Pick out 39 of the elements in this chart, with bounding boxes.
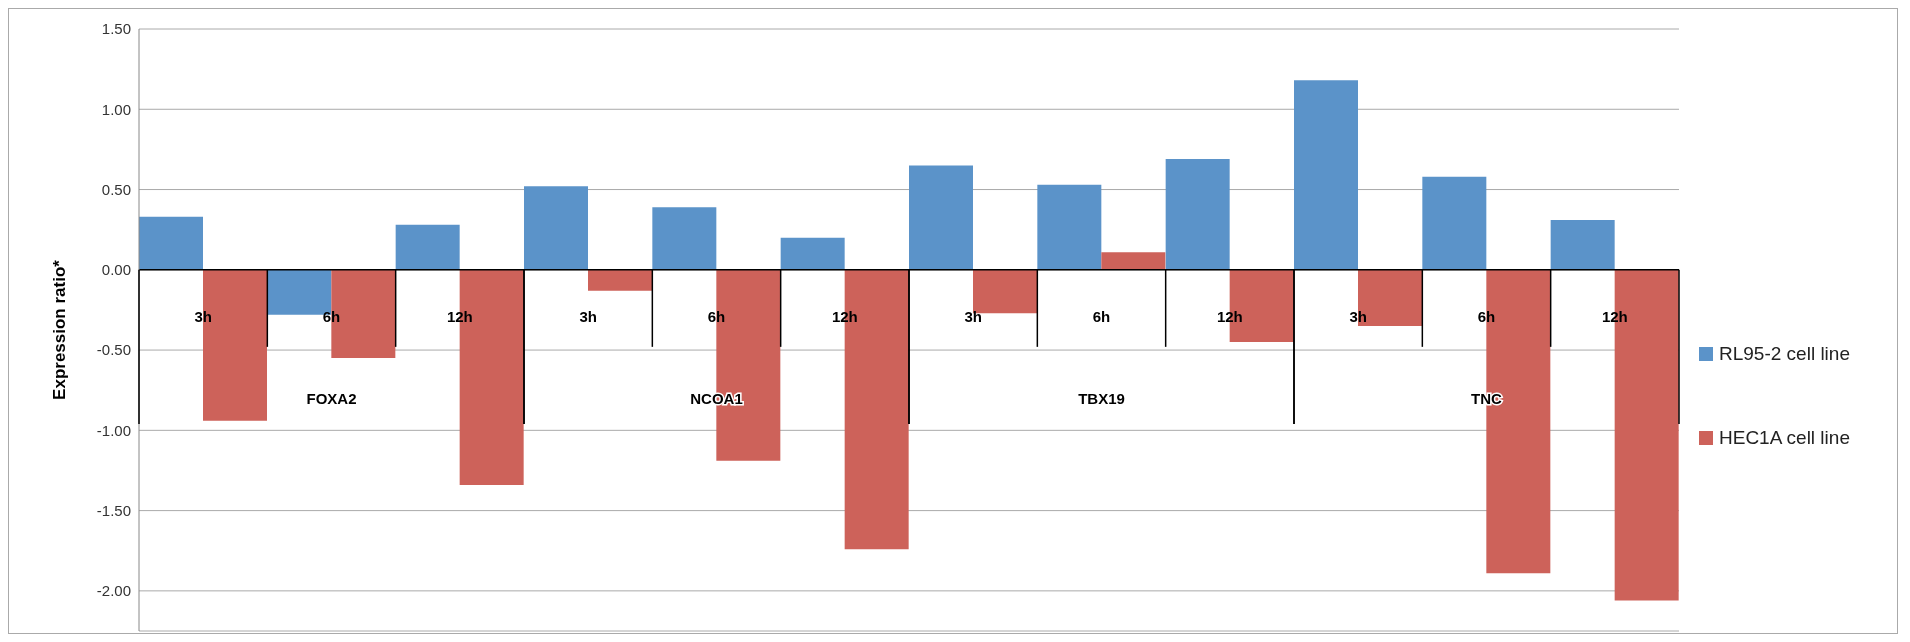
bar [1037, 184, 1102, 270]
y-tick-label: -2.00 [96, 582, 131, 600]
x-tick-label: 3h [579, 307, 597, 325]
y-tick-label: 1.50 [101, 20, 131, 38]
y-tick-label: 0.00 [101, 261, 131, 279]
bar [1294, 80, 1358, 270]
annotation: TNC [1471, 389, 1503, 407]
x-tick-label: 6h [322, 307, 341, 325]
annotation: TBX19 [1078, 389, 1125, 407]
x-tick-label: 3h [964, 307, 982, 325]
bar [652, 207, 717, 270]
x-tick-label: 6h [707, 307, 726, 325]
x-tick-label: 6h [1092, 307, 1111, 325]
bar [909, 165, 973, 270]
bar [139, 216, 203, 270]
x-tick-label: 12h [1601, 307, 1628, 325]
y-tick-label: -1.50 [96, 501, 131, 519]
legend-label: HEC1A cell line [1719, 427, 1850, 449]
x-tick-label: 3h [1349, 307, 1367, 325]
bar [1550, 220, 1615, 270]
bar [588, 269, 652, 291]
y-tick-label: -0.50 [96, 341, 131, 359]
x-tick-label: 3h [194, 307, 212, 325]
bar [395, 224, 460, 270]
bar [1422, 176, 1487, 270]
y-tick-label: 0.50 [101, 180, 131, 198]
bar [524, 186, 588, 270]
y-axis-title: Expression ratio* [50, 259, 70, 400]
x-tick-label: 6h [1477, 307, 1496, 325]
bar [780, 237, 845, 270]
x-tick-label: 12h [831, 307, 858, 325]
y-tick-label: 1.00 [101, 100, 131, 118]
legend-label: RL95-2 cell line [1719, 343, 1850, 365]
annotation: FOXA2 [306, 389, 357, 407]
bar [1165, 159, 1230, 270]
bar [1101, 252, 1166, 270]
x-tick-label: 12h [1216, 307, 1243, 325]
x-tick-label: 12h [446, 307, 473, 325]
y-tick-label: -1.00 [96, 421, 131, 439]
